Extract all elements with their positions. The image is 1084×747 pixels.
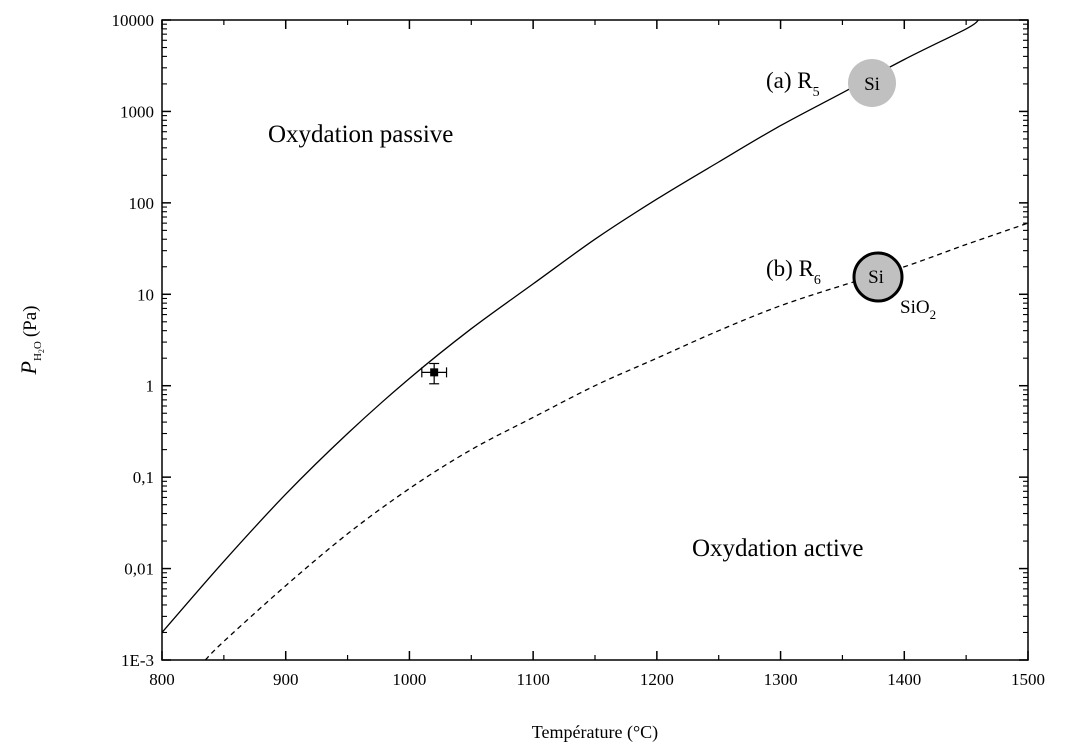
reaction-b-text: (b) R: [766, 256, 815, 281]
x-tick-label: 1500: [1011, 670, 1045, 689]
si-particle-b: [852, 251, 904, 303]
y-axis-symbol: P: [16, 361, 41, 375]
y-axis-sub-h: H: [32, 353, 44, 361]
y-axis-sub-2: 2: [37, 349, 46, 353]
si-particle-a: [848, 59, 896, 107]
data-point-marker: [430, 368, 439, 377]
y-tick-label: 10000: [112, 11, 155, 30]
x-axis-title: Température (°C): [532, 722, 658, 743]
series-group: [161, 19, 1029, 661]
region-active-label: Oxydation active: [692, 535, 863, 562]
series-line-b-dashed: [204, 222, 1029, 661]
reaction-a-subscript: 5: [813, 85, 820, 100]
x-tick-label: 1100: [516, 670, 549, 689]
reaction-a-label: (a) R5: [766, 68, 820, 100]
sio2-subscript: 2: [930, 307, 937, 322]
y-axis-sub-o: O: [32, 341, 44, 349]
y-axis-title-text: PH2O (Pa): [16, 305, 46, 375]
y-tick-label: 0,01: [124, 560, 154, 579]
x-tick-label: 900: [273, 670, 299, 689]
x-tick-label: 1300: [764, 670, 798, 689]
plot-frame: [161, 19, 1029, 661]
region-passive-label: Oxydation passive: [268, 121, 453, 148]
reaction-b-label: (b) R6: [766, 256, 821, 288]
y-tick-label: 100: [129, 194, 155, 213]
reaction-b-subscript: 6: [814, 273, 821, 288]
si-particle-a-label: Si: [864, 74, 880, 95]
axis-ticks: [161, 19, 1029, 661]
x-tick-label: 800: [149, 670, 175, 689]
y-axis-title: PH2O (Pa): [16, 305, 46, 375]
y-tick-label: 0,1: [133, 468, 154, 487]
reaction-a-text: (a) R: [766, 68, 813, 93]
y-tick-label: 1000: [120, 102, 154, 121]
y-tick-label: 10: [137, 285, 154, 304]
data-point-with-error-bars: [421, 362, 448, 385]
si-particle-b-label: Si: [868, 267, 884, 288]
sio2-text: SiO: [900, 297, 930, 318]
x-tick-label: 1200: [640, 670, 674, 689]
y-tick-labels: 1E-3 0,01 0,1 1 10 100 1000 10000: [112, 11, 155, 670]
x-tick-label: 1000: [392, 670, 426, 689]
sio2-label: SiO2: [900, 297, 936, 322]
x-tick-label: 1400: [887, 670, 921, 689]
y-axis-unit: (Pa): [20, 305, 41, 337]
y-tick-label: 1E-3: [121, 651, 154, 670]
x-tick-labels: 800 900 1000 1100 1200 1300 1400 1500: [149, 670, 1045, 689]
y-tick-label: 1: [146, 377, 155, 396]
